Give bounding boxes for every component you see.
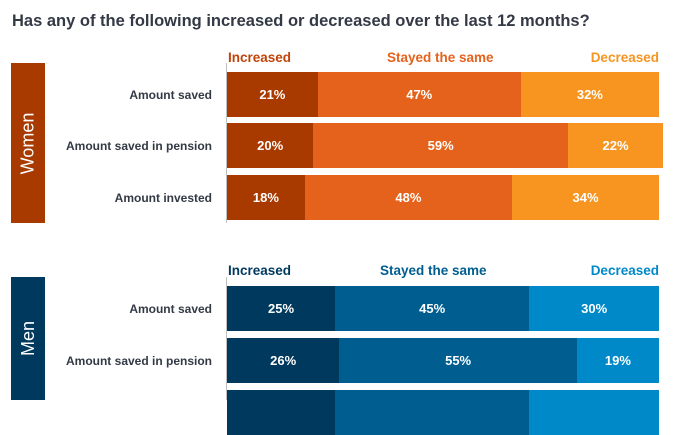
panel-label-text: Men [17,320,38,357]
bar-segment-stayed-the-same: 48% [304,175,513,220]
row-label: Amount saved [129,301,212,316]
bar-segment-stayed-the-same: 59% [313,123,569,168]
stacked-bar [227,390,659,435]
data-label: 45% [419,301,446,316]
row-label: Amount invested [114,190,212,205]
bar-segment-increased: 18% [227,175,305,220]
bar-segment-decreased: 19% [576,338,659,383]
data-label: 48% [395,190,422,205]
legend-decreased: Decreased [590,50,659,65]
legend-decreased: Decreased [590,263,659,278]
panel-label-text: Women [17,112,38,174]
data-label: 34% [572,190,599,205]
data-label: 22% [602,138,629,153]
row-label: Amount saved in pension [65,353,212,368]
bar-segment-stayed-the-same: 47% [317,72,521,117]
legend-stayed-the-same: Stayed the same [387,50,494,65]
data-label: 21% [259,87,286,102]
data-label: 32% [576,87,603,102]
panel-label-1: Men [11,277,45,400]
row-label: Amount saved in pension [65,138,212,153]
bar-segment-stayed-the-same: 55% [339,338,577,383]
legend-increased: Increased [228,263,292,278]
bar-segment-increased: 21% [227,72,318,117]
data-label: 26% [270,353,297,368]
bar-segment-increased [227,390,335,435]
data-label: 18% [252,190,279,205]
panel-label-0: Women [11,63,45,223]
bar-segment-decreased: 34% [512,175,659,220]
data-label: 55% [445,353,472,368]
bar-segment-decreased [529,390,659,435]
data-label: 30% [581,301,608,316]
stacked-bar: 18% 48% 34% [227,175,659,220]
data-label: 59% [427,138,454,153]
bar-segment-decreased: 22% [568,123,663,168]
bar-segment-increased: 20% [227,123,314,168]
axis-line [226,63,227,223]
stacked-bar: 25% 45% 30% [227,286,659,331]
data-label: 19% [604,353,631,368]
bar-segment-increased: 26% [227,338,340,383]
row-label: Amount saved [129,87,212,102]
data-label: 25% [267,301,295,316]
bar-segment-stayed-the-same: 45% [335,286,530,331]
bar-segment-increased: 25% [227,286,335,331]
bar-segment-decreased: 32% [520,72,659,117]
bar-segment-decreased: 30% [529,286,659,331]
legend-increased: Increased [228,50,292,65]
legend-stayed-the-same: Stayed the same [380,263,487,278]
stacked-bar: 26% 55% 19% [227,338,659,383]
data-label: 20% [257,138,284,153]
stacked-bar: 21% 47% 32% [227,72,659,117]
axis-line [226,277,227,400]
data-label: 47% [406,87,433,102]
chart-title: Has any of the following increased or de… [12,12,590,30]
bar-segment-stayed-the-same [335,390,530,435]
stacked-bar: 20% 59% 22% [227,123,663,168]
